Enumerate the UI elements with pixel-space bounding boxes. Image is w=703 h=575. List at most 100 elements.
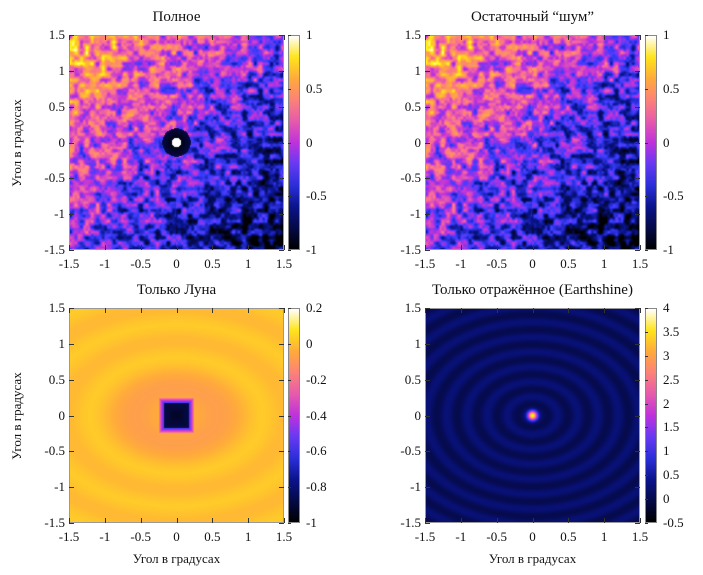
x-tick-label: -1.5 [414, 529, 436, 544]
y-tick-mark [425, 35, 430, 36]
y-tick-mark [425, 142, 430, 144]
y-tick-label: 0.5 [404, 98, 421, 114]
colorbar-tick-mark [645, 403, 648, 405]
y-tick-label: 0.5 [48, 98, 65, 114]
y-tick-mark [635, 308, 640, 309]
x-axis-label: Угол в градусах [488, 551, 577, 566]
y-tick-mark [279, 451, 284, 453]
x-tick-mark [176, 518, 178, 523]
x-tick-mark [568, 35, 570, 40]
colorbar-tick-mark [645, 379, 648, 381]
colorbar-tick-mark [288, 415, 291, 417]
x-tick-mark [496, 245, 498, 250]
y-tick-mark [425, 214, 430, 216]
y-tick-mark [69, 250, 74, 251]
y-tick-mark [279, 379, 284, 381]
colorbar-tick-label: 0.5 [663, 80, 680, 96]
colorbar-tick-mark [288, 35, 291, 36]
x-tick-mark [425, 245, 426, 250]
x-tick-mark [640, 35, 641, 40]
heatmap-plot-area [425, 35, 640, 250]
x-tick-label: -1 [455, 256, 467, 271]
colorbar-tick-label: -0.5 [663, 188, 684, 204]
y-tick-mark [69, 487, 74, 489]
y-tick-mark [279, 35, 284, 36]
y-tick-mark [425, 178, 430, 180]
y-tick-label: -1 [54, 479, 65, 495]
y-tick-mark [425, 343, 430, 345]
x-tick-label: 0.5 [204, 256, 221, 271]
x-tick-label: 1 [244, 256, 252, 271]
colorbar-tick-mark [645, 427, 648, 429]
y-tick-mark [635, 142, 640, 144]
y-tick-mark [69, 523, 74, 524]
x-tick-mark [284, 35, 285, 40]
y-tick-mark [635, 343, 640, 345]
x-tick-label: -1 [99, 256, 111, 271]
colorbar-tick-mark [645, 475, 648, 477]
colorbar-tick-label: -1 [306, 515, 317, 530]
colorbar-tick-label: -0.8 [306, 479, 327, 495]
x-tick-mark [604, 308, 606, 313]
x-tick-mark [532, 308, 534, 313]
x-tick-mark [532, 245, 534, 250]
x-tick-label: 0.5 [560, 256, 577, 271]
colorbar-tick-mark [288, 343, 291, 345]
y-axis-label: Угол в градусах [9, 98, 24, 187]
y-tick-mark [425, 451, 430, 453]
colorbar-tick-mark [288, 250, 291, 251]
x-tick-mark [460, 245, 462, 250]
y-tick-mark [69, 451, 74, 453]
heatmap-plot-area [69, 35, 284, 250]
y-tick-label: 1 [58, 62, 66, 78]
y-tick-label: -1.5 [400, 242, 421, 257]
colorbar-tick-label: 3 [663, 347, 670, 363]
y-tick-label: 1.5 [404, 27, 421, 42]
colorbar-tick-label: -1 [663, 242, 674, 257]
colorbar [645, 308, 657, 523]
x-tick-label: 1.5 [275, 529, 293, 544]
x-tick-label: -0.5 [130, 529, 151, 544]
chart-title: Остаточный “шум” [470, 9, 595, 25]
colorbar-tick-mark [645, 196, 648, 198]
x-tick-mark [104, 35, 106, 40]
x-tick-label: 0 [529, 529, 536, 544]
x-tick-mark [176, 245, 178, 250]
y-tick-mark [425, 487, 430, 489]
x-tick-label: -0.5 [486, 529, 507, 544]
y-tick-mark [69, 178, 74, 180]
y-tick-mark [635, 250, 640, 251]
colorbar-tick-label: 0 [663, 491, 670, 507]
heatmap-plot-area [425, 308, 640, 523]
x-tick-label: 0 [173, 529, 180, 544]
y-tick-mark [279, 142, 284, 144]
x-tick-label: 0.5 [560, 529, 577, 544]
colorbar-tick-label: 4 [663, 300, 670, 315]
x-tick-label: -1.5 [414, 256, 436, 271]
colorbar-tick-mark [645, 308, 648, 309]
x-tick-label: -0.5 [486, 256, 507, 271]
y-axis-label: Угол в градусах [9, 371, 24, 460]
heatmap-image [70, 309, 283, 522]
y-tick-label: 1.5 [48, 300, 65, 315]
heatmap-image [426, 309, 639, 522]
y-tick-label: -1.5 [400, 515, 421, 530]
colorbar-tick-label: 0 [306, 134, 313, 150]
x-tick-label: 1 [600, 529, 608, 544]
colorbar-tick-label: 1.5 [663, 419, 680, 435]
y-tick-label: 0 [58, 134, 66, 150]
x-tick-mark [176, 35, 178, 40]
x-tick-mark [604, 245, 606, 250]
y-tick-mark [635, 415, 640, 417]
x-tick-mark [496, 308, 498, 313]
colorbar-tick-label: 0 [663, 134, 670, 150]
colorbar-tick-label: 0.5 [306, 80, 323, 96]
colorbar-tick-label: 0 [306, 335, 313, 351]
y-tick-mark [425, 379, 430, 381]
y-tick-label: -0.5 [44, 170, 65, 186]
colorbar-tick-mark [288, 142, 291, 144]
x-tick-mark [176, 308, 178, 313]
colorbar-tick-label: 1 [306, 27, 313, 42]
y-tick-label: -0.5 [400, 443, 421, 459]
colorbar-tick-mark [288, 88, 291, 90]
